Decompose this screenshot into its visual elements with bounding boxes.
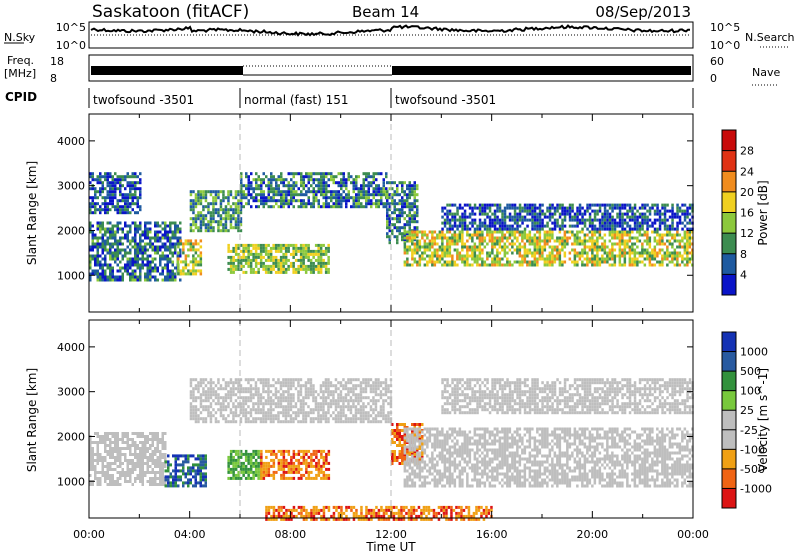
power-ytick-1: 2000 <box>57 224 85 237</box>
power-colorbar-swatch-2 <box>722 233 736 254</box>
noise-left-tick-bottom: 10^0 <box>56 39 86 52</box>
velocity-panel: 1000 2000 3000 4000 00:00 04:00 08:00 12:00 16:… <box>25 319 772 554</box>
power-colorbar-tick-4: 20 <box>740 186 754 199</box>
freq-band-1 <box>91 66 243 75</box>
velocity-colorbar-swatch-6 <box>722 449 736 469</box>
nave-label: Nave <box>752 66 780 79</box>
power-colorbar-swatch-0 <box>722 274 736 295</box>
power-colorbar-tick-1: 8 <box>740 248 747 261</box>
freq-right-tick-bottom: 0 <box>710 72 717 85</box>
velocity-echo-region-0 <box>89 432 167 486</box>
velocity-colorbar-swatch-1 <box>722 351 736 372</box>
freq-left-tick-bottom: 8 <box>50 72 57 85</box>
freq-label-top: Freq. <box>7 54 34 67</box>
velocity-colorbar-tick-7: -1000 <box>740 482 772 495</box>
power-ytick-2: 3000 <box>57 180 85 193</box>
power-echo-region-8 <box>89 172 142 215</box>
velocity-colorbar-tick-2: 100 <box>740 385 761 398</box>
power-echo-region-7 <box>441 203 694 231</box>
station-title: Saskatoon (fitACF) <box>92 2 249 22</box>
velocity-colorbar-swatch-8 <box>722 488 736 508</box>
power-colorbar-swatch-4 <box>722 191 736 213</box>
freq-label-bottom: [MHz] <box>4 67 36 80</box>
xtick-3: 12:00 <box>375 528 407 541</box>
velocity-colorbar-swatch-3 <box>722 390 736 411</box>
velocity-echo-region-7 <box>441 378 694 415</box>
xtick-5: 20:00 <box>576 528 608 541</box>
xtick-1: 04:00 <box>174 528 206 541</box>
noise-right-tick-top: 10^5 <box>710 21 740 34</box>
velocity-ytick-0: 1000 <box>57 475 85 488</box>
power-colorbar-swatch-5 <box>722 171 736 192</box>
power-colorbar-tick-5: 24 <box>740 165 754 178</box>
velocity-colorbar-swatch-2 <box>722 371 736 391</box>
velocity-colorbar-tick-6: -500 <box>740 463 765 476</box>
power-ylabel: Slant Range [km] <box>25 161 39 265</box>
power-echo-region-3 <box>227 243 330 274</box>
power-panel: 1000 2000 3000 4000 Slant Range [km] 4 8 12 16… <box>25 113 770 313</box>
power-ytick-3: 4000 <box>57 135 85 148</box>
freq-left-tick-top: 18 <box>50 55 64 68</box>
velocity-ytick-3: 4000 <box>57 341 85 354</box>
beam-title: Beam 14 <box>352 3 419 21</box>
cpid-segment-2: twofsound -3501 <box>395 93 496 107</box>
power-colorbar-tick-2: 12 <box>740 227 754 240</box>
power-colorbar-swatch-7 <box>722 130 736 151</box>
velocity-colorbar-swatch-4 <box>722 410 736 430</box>
power-colorbar-swatch-3 <box>722 212 736 234</box>
velocity-colorbar-label: Velocity [m s^-1] <box>756 368 770 472</box>
velocity-ytick-1: 2000 <box>57 430 85 443</box>
power-colorbar-swatch-6 <box>722 150 736 172</box>
velocity-echo-region-8 <box>265 505 493 521</box>
freq-band-2 <box>392 66 691 75</box>
xtick-2: 08:00 <box>274 528 306 541</box>
xtick-6: 00:00 <box>677 528 709 541</box>
velocity-echo-region-4 <box>189 378 393 424</box>
power-echo-region-1 <box>177 239 203 276</box>
velocity-colorbar-tick-4: -25 <box>740 424 758 437</box>
power-ytick-0: 1000 <box>57 269 85 282</box>
power-echo-region-4 <box>240 172 388 209</box>
power-echo-region-2 <box>189 190 243 233</box>
velocity-colorbar-tick-5: -100 <box>740 443 765 456</box>
cpid-panel: CPID twofsound -3501 normal (fast) 151 two… <box>5 88 694 108</box>
power-echo-region-0 <box>89 221 182 282</box>
date-title: 08/Sep/2013 <box>595 3 691 21</box>
power-colorbar-tick-3: 16 <box>740 207 754 220</box>
noise-panel: N.Sky 10^5 10^0 10^5 10^0 N.Search <box>4 21 795 52</box>
cpid-segment-1: normal (fast) 151 <box>244 93 348 107</box>
cpid-label: CPID <box>5 90 37 104</box>
xaxis-label: Time UT <box>365 540 416 554</box>
power-echo-region-6 <box>403 230 694 267</box>
velocity-colorbar-swatch-7 <box>722 468 736 489</box>
noise-left-label: N.Sky <box>4 31 36 44</box>
velocity-colorbar-swatch-5 <box>722 429 736 450</box>
noise-right-tick-bottom: 10^0 <box>710 39 740 52</box>
noise-left-tick-top: 10^5 <box>56 21 86 34</box>
velocity-colorbar-swatch-0 <box>722 332 736 352</box>
power-colorbar-tick-0: 4 <box>740 268 747 281</box>
velocity-echo-region-3 <box>260 449 331 480</box>
velocity-colorbar-tick-3: 25 <box>740 404 754 417</box>
velocity-echo-region-1 <box>164 454 207 488</box>
velocity-colorbar-tick-1: 500 <box>740 365 761 378</box>
velocity-ylabel: Slant Range [km] <box>25 368 39 472</box>
freq-right-tick-top: 60 <box>710 55 724 68</box>
frequency-panel: Freq. [MHz] 18 8 60 0 Nave <box>4 54 780 86</box>
noise-right-label: N.Search <box>745 31 795 44</box>
velocity-echo-region-6 <box>403 427 694 488</box>
power-colorbar-tick-6: 28 <box>740 145 754 158</box>
power-echo-region-5 <box>386 181 419 245</box>
velocity-ytick-2: 3000 <box>57 386 85 399</box>
xtick-0: 00:00 <box>73 528 105 541</box>
power-colorbar-swatch-1 <box>722 253 736 275</box>
power-colorbar-label: Power [dB] <box>756 180 770 245</box>
cpid-segment-0: twofsound -3501 <box>93 93 194 107</box>
xtick-4: 16:00 <box>476 528 508 541</box>
velocity-colorbar-tick-0: 1000 <box>740 346 768 359</box>
